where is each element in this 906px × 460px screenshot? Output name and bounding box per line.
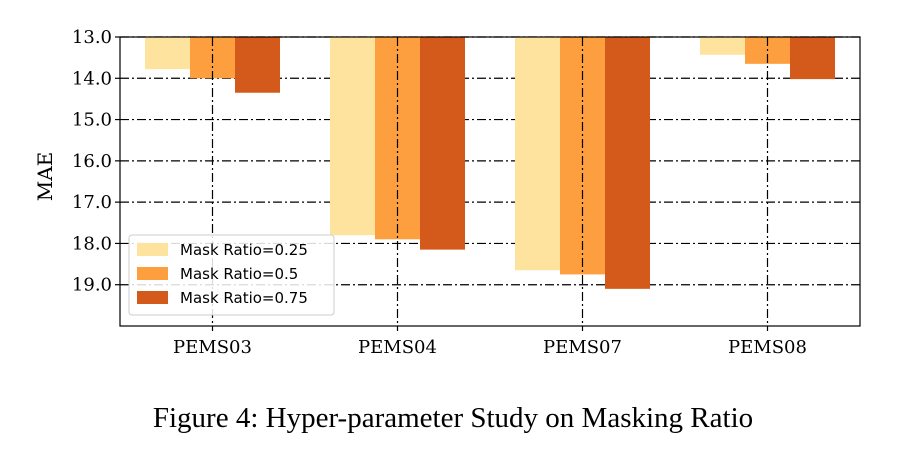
bar-pems03-series-3 — [235, 37, 280, 93]
bar-chart: 13.014.015.016.017.018.019.0 PEMS03 PEMS0… — [33, 27, 861, 358]
bar-pems08-series-3 — [790, 37, 835, 80]
y-tick-label: 14.0 — [72, 68, 112, 89]
y-tick-label: 16.0 — [72, 151, 112, 172]
y-tick-label: 13.0 — [72, 27, 112, 48]
x-tick-label: PEMS08 — [728, 337, 807, 358]
legend-box — [128, 234, 335, 316]
legend-swatch — [137, 291, 168, 304]
y-tick-label: 19.0 — [72, 275, 112, 296]
bar-pems04-series-3 — [420, 37, 465, 250]
bar-pems04-series-1 — [330, 37, 375, 236]
legend-label: Mask Ratio=0.25 — [180, 241, 308, 259]
bar-pems08-series-1 — [700, 37, 745, 55]
x-tick-label: PEMS07 — [543, 337, 622, 358]
bar-pems07-series-1 — [515, 37, 560, 271]
figure-caption: Figure 4: Hyper-parameter Study on Maski… — [152, 402, 754, 434]
legend-label: Mask Ratio=0.5 — [180, 265, 298, 283]
x-tick-label: PEMS04 — [358, 337, 437, 358]
bar-pems07-series-3 — [605, 37, 650, 289]
legend-swatch — [137, 243, 168, 256]
y-tick-label: 17.0 — [72, 192, 112, 213]
x-tick-label: PEMS03 — [173, 337, 252, 358]
x-axis-ticks: PEMS03 PEMS04 PEMS07 PEMS08 — [173, 326, 807, 358]
legend-label: Mask Ratio=0.75 — [180, 289, 308, 307]
y-tick-label: 18.0 — [72, 233, 112, 254]
y-axis-label: MAE — [33, 152, 57, 202]
bar-pems03-series-1 — [145, 37, 190, 70]
legend-swatch — [137, 267, 168, 280]
bars — [145, 37, 835, 326]
bar-pems04-series-2 — [375, 37, 420, 240]
legend: Mask Ratio=0.25 Mask Ratio=0.5 Mask Ratio=… — [128, 234, 335, 316]
plot-frame — [119, 36, 861, 327]
y-axis-ticks: 13.0 14.0 15.0 16.0 17.0 18.0 19.0 — [72, 27, 120, 296]
y-tick-label: 15.0 — [72, 110, 112, 131]
